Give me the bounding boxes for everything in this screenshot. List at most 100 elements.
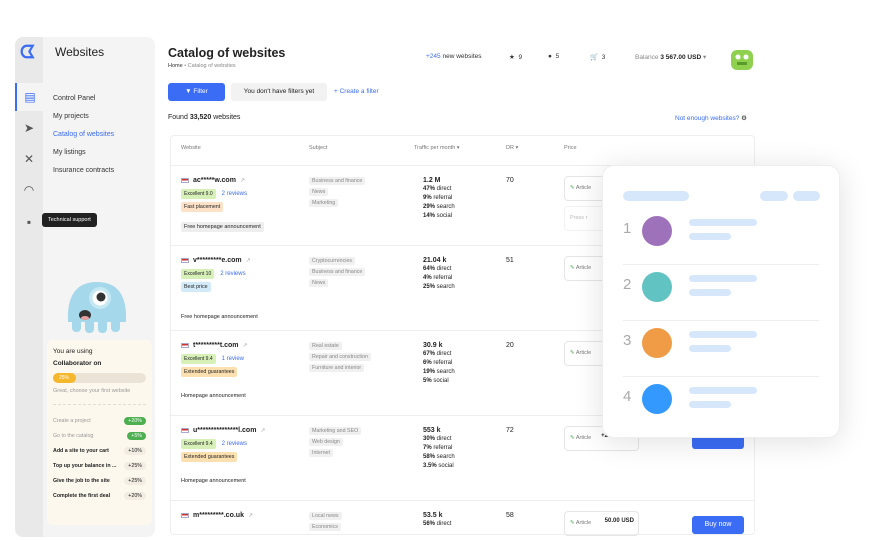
- table-row: v*********e.com ↗ Excellent 10 2 reviews Bes…: [171, 245, 754, 330]
- ranking-row: 3: [623, 318, 819, 376]
- rating-line: Excellent 9.4 2 reviews: [181, 439, 247, 449]
- traffic-stats: 21.04 k 64% direct 4% referral 25% search: [411, 257, 455, 293]
- breadcrumb-home[interactable]: Home: [168, 63, 183, 69]
- price-option[interactable]: ✎ Article 50.00 USD: [564, 511, 639, 536]
- sidebar-item-my-projects[interactable]: My projects: [53, 113, 89, 120]
- create-filter-link[interactable]: + Create a filter: [334, 88, 379, 95]
- placeholder-chip: [760, 191, 788, 201]
- task-percent-badge: +10%: [124, 446, 146, 455]
- rank-avatar: [642, 216, 672, 246]
- table-row: t*********t.com ↗ Excellent 9.4 1 review Ext…: [171, 330, 754, 415]
- traffic-social: 14% social: [423, 213, 453, 219]
- cart-button[interactable]: 🛒 3: [590, 53, 605, 61]
- domain-text[interactable]: t*********t.com: [193, 342, 239, 349]
- price-type: Press r: [570, 215, 588, 221]
- reviews-link[interactable]: 2 reviews: [220, 271, 246, 277]
- reviews-link[interactable]: 2 reviews: [221, 441, 247, 447]
- subject-tag: Cryptocurrencies: [309, 257, 356, 265]
- headset-icon[interactable]: ◠: [23, 183, 35, 197]
- catalog-icon[interactable]: ▤: [15, 83, 43, 111]
- mascot-illustration: [67, 282, 127, 333]
- sidebar-item-catalog[interactable]: Catalog of websites: [53, 131, 115, 138]
- tooltip: Technical support: [42, 213, 97, 227]
- task-item[interactable]: Complete the first deal +20%: [53, 488, 146, 503]
- website-domain[interactable]: t*********t.com ↗: [181, 342, 248, 349]
- task-percent-badge: +20%: [124, 491, 146, 500]
- task-item[interactable]: Top up your balance in ... +25%: [53, 458, 146, 473]
- domain-text[interactable]: v*********e.com: [193, 257, 242, 264]
- subject-tag: Business and finance: [309, 268, 366, 276]
- traffic-referral-value: 4%: [423, 275, 432, 281]
- feather-icon: ✎: [570, 350, 576, 356]
- feather-icon: ✎: [570, 185, 576, 191]
- task-item[interactable]: Go to the catalog +5%: [53, 428, 146, 443]
- filter-button[interactable]: ▼ Filter: [168, 83, 225, 101]
- filter-label: Filter: [193, 88, 208, 95]
- external-link-icon[interactable]: ↗: [239, 178, 245, 184]
- task-item[interactable]: Give the job to the site +25%: [53, 473, 146, 488]
- reviews-link[interactable]: 1 review: [221, 356, 244, 362]
- rank-avatar: [642, 272, 672, 302]
- col-website: Website: [181, 145, 201, 151]
- onboarding-line1: You are using: [53, 348, 93, 355]
- website-domain[interactable]: v*********e.com ↗: [181, 257, 251, 264]
- external-link-icon[interactable]: ↗: [260, 428, 266, 434]
- placeholder-chip: [793, 191, 820, 201]
- tools-icon[interactable]: ✕: [23, 152, 35, 166]
- subject-tags: Local news Economics: [309, 512, 342, 534]
- avatar[interactable]: [728, 44, 756, 72]
- not-enough-link[interactable]: Not enough websites? ⚙: [675, 115, 747, 122]
- new-count: +245: [426, 53, 441, 60]
- page-title: Catalog of websites: [168, 46, 286, 60]
- task-label: Create a project: [53, 417, 91, 424]
- traffic-referral: 7% referral: [423, 445, 453, 451]
- sidebar-item-control-panel[interactable]: Control Panel: [53, 95, 96, 102]
- subject-tag: News: [309, 188, 329, 196]
- table-row: ac*****w.com ↗ Excellent 9.0 2 reviews Fast …: [171, 165, 754, 245]
- gear-icon[interactable]: ⚙: [741, 115, 747, 122]
- traffic-direct-value: 30%: [423, 436, 436, 442]
- domain-text[interactable]: u***************l.com: [193, 427, 257, 434]
- external-link-icon[interactable]: ↗: [247, 513, 253, 519]
- external-link-icon[interactable]: ↗: [242, 343, 248, 349]
- progress-bar: 25%: [53, 373, 146, 383]
- favorites-button[interactable]: ★ 9: [509, 53, 522, 61]
- chat-icon[interactable]: ▪: [26, 215, 32, 229]
- logo-icon[interactable]: ᗧ: [20, 42, 35, 62]
- task-item[interactable]: Create a project +20%: [53, 413, 146, 428]
- rank-avatar: [642, 328, 672, 358]
- traffic-total: 53.5 k: [423, 512, 443, 519]
- rank-avatar: [642, 384, 672, 414]
- col-dr[interactable]: DR ▾: [506, 145, 519, 151]
- subject-tag: Marketing: [309, 199, 339, 207]
- ranking-row: 4: [623, 374, 819, 432]
- subject-tag: Web design: [309, 438, 343, 446]
- send-icon[interactable]: ➤: [23, 121, 35, 135]
- feature-tag: Fast placement: [181, 202, 224, 212]
- task-item[interactable]: Add a site to your cart +10%: [53, 443, 146, 458]
- subject-tag: Marketing and SEO: [309, 427, 362, 435]
- sidebar-item-my-listings[interactable]: My listings: [53, 149, 86, 156]
- messages-button[interactable]: ● 5: [548, 53, 559, 60]
- new-websites-link[interactable]: +245 new websites: [426, 53, 482, 60]
- domain-text[interactable]: m*********.co.uk: [193, 512, 244, 519]
- sidebar-item-insurance[interactable]: Insurance contracts: [53, 167, 115, 174]
- rank-number: 2: [623, 276, 632, 293]
- feather-icon: ✎: [570, 520, 576, 526]
- col-traffic[interactable]: Traffic per month ▾: [414, 145, 460, 151]
- traffic-total: 553 k: [423, 427, 441, 434]
- external-link-icon[interactable]: ↗: [245, 258, 251, 264]
- domain-text[interactable]: ac*****w.com: [193, 177, 236, 184]
- placeholder-line: [689, 401, 731, 408]
- col-subject: Subject: [309, 145, 328, 151]
- balance-dropdown[interactable]: Balance 3 567.00 USD ▾: [635, 54, 707, 61]
- reviews-link[interactable]: 2 reviews: [221, 191, 247, 197]
- placeholder-line: [689, 289, 731, 296]
- website-domain[interactable]: u***************l.com ↗: [181, 427, 265, 434]
- balance-label: Balance: [635, 54, 659, 61]
- website-domain[interactable]: m*********.co.uk ↗: [181, 512, 253, 519]
- ranking-card: 1 2 3 4: [602, 165, 840, 438]
- buy-now-button[interactable]: Buy now: [692, 516, 744, 534]
- placeholder-line: [689, 387, 757, 394]
- website-domain[interactable]: ac*****w.com ↗: [181, 177, 245, 184]
